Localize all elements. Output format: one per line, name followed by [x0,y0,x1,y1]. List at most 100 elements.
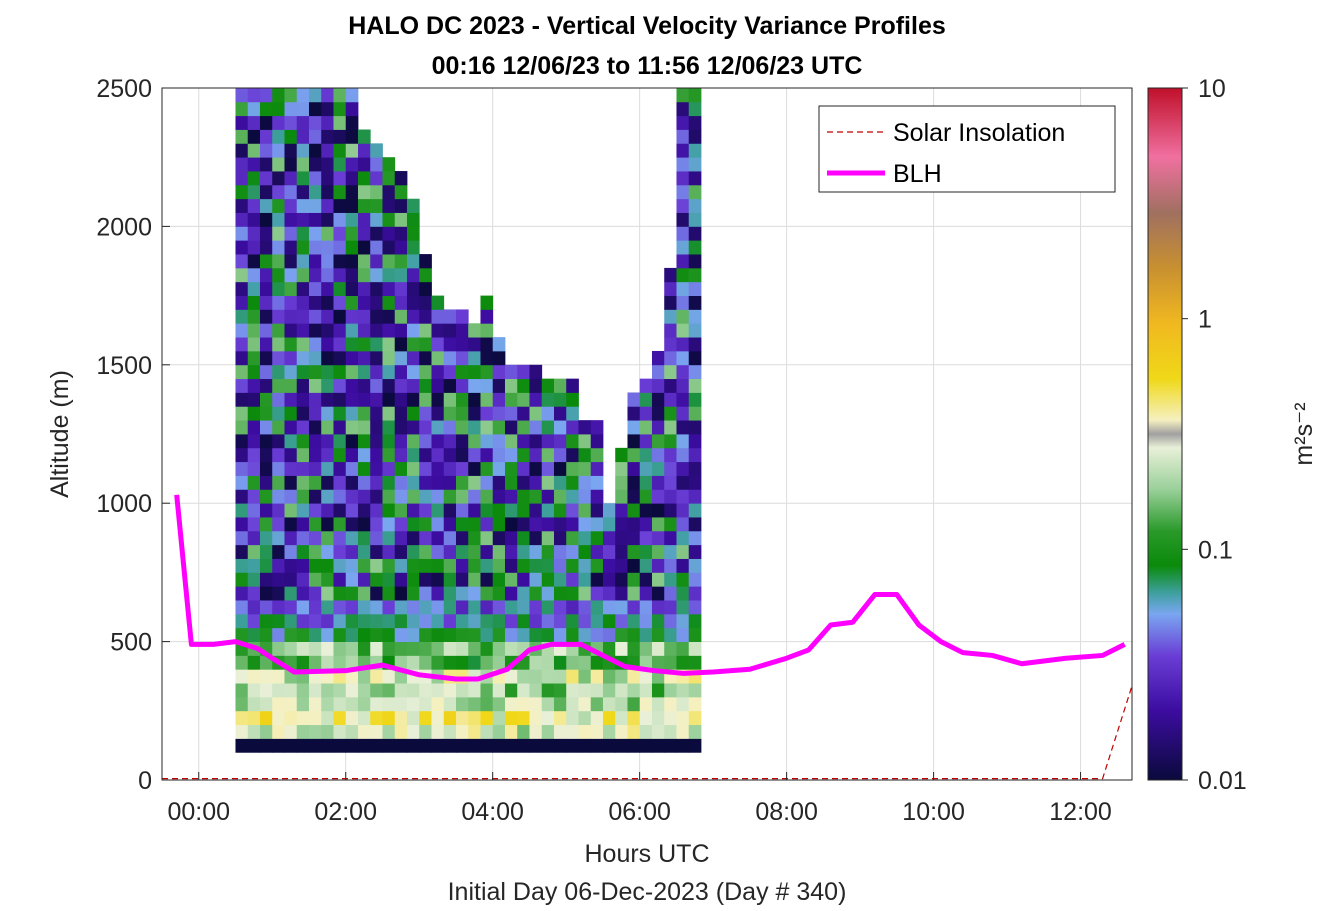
heatmap-cell [235,267,249,283]
heatmap-cell [492,530,506,546]
heatmap-cell [504,475,518,490]
heatmap-cell [296,434,310,449]
heatmap-cell [345,101,359,117]
heatmap-cell [308,489,322,504]
heatmap-cell [333,420,347,435]
heatmap-cell [235,738,249,753]
heatmap-cell [639,475,653,490]
heatmap-cell [639,613,653,629]
heatmap-cell [394,434,408,449]
heatmap-cell [553,627,567,642]
heatmap-cell [284,392,298,407]
heatmap-cell [394,683,408,698]
heatmap-cell [419,613,432,629]
heatmap-cell [492,350,506,366]
heatmap-cell [688,613,702,629]
heatmap-cell [370,240,383,255]
heatmap-cell [357,184,371,200]
heatmap-cell [455,738,469,753]
heatmap-cell [615,489,628,504]
heatmap-cell [541,447,555,463]
heatmap-cell [284,101,298,117]
heatmap-cell [235,240,249,255]
heatmap-cell [688,586,702,601]
heatmap-cell [296,724,310,739]
heatmap-cell [578,475,592,490]
heatmap-cell [651,641,665,656]
heatmap-cell [676,88,690,103]
heatmap-cell [553,655,567,670]
heatmap-cell [370,613,383,629]
heatmap-cell [688,240,702,255]
heatmap-cell [296,489,310,504]
heatmap-cell [504,710,518,726]
heatmap-cell [333,447,347,463]
heatmap-cell [357,309,371,324]
heatmap-cell [627,669,641,684]
heatmap-cell [406,627,420,642]
heatmap-cell [431,378,445,393]
heatmap-cell [370,171,383,186]
heatmap-cell [406,254,420,269]
heatmap-cell [553,475,567,490]
heatmap-cell [235,447,249,463]
heatmap-cell [333,240,347,255]
heatmap-cell [259,240,273,255]
heatmap-cell [308,364,322,380]
heatmap-cell [468,710,481,726]
heatmap-cell [272,254,285,269]
legend-box [818,105,1116,193]
heatmap-cell [468,489,481,504]
heatmap-cell [504,378,518,393]
heatmap-cell [688,558,702,573]
y-tick-label: 2000 [96,213,152,241]
heatmap-cell [382,461,396,476]
heatmap-cell [272,364,285,380]
heatmap-cell [553,517,567,532]
plot-frame [161,87,1133,781]
heatmap-cell [578,461,592,476]
heatmap-cell [602,683,616,698]
heatmap-cell [247,309,261,324]
heatmap-cell [468,337,481,352]
heatmap-cell [345,392,359,407]
heatmap-cell [639,378,653,393]
heatmap-cell [235,88,249,103]
heatmap-cell [455,683,469,698]
heatmap-cell [259,710,273,726]
heatmap-cell [345,558,359,573]
heatmap-cell [370,517,383,532]
heatmap-cell [492,544,506,559]
heatmap-cell [676,184,690,200]
heatmap-cell [235,309,249,324]
heatmap-cell [651,489,665,504]
heatmap-cell [419,323,432,338]
heatmap-cell [566,503,579,518]
heatmap-cell [455,530,469,546]
heatmap-cell [357,558,371,573]
heatmap-cell [345,738,359,753]
heatmap-cell [296,530,310,546]
heatmap-cell [272,295,285,310]
heatmap-cell [615,641,628,656]
heatmap-cell [688,447,702,463]
heatmap-cell [259,88,273,103]
heatmap-cell [431,420,445,435]
heatmap-cell [443,434,457,449]
heatmap-cell [284,323,298,338]
heatmap-cell [296,475,310,490]
heatmap-cell [529,600,543,615]
heatmap-cell [296,392,310,407]
heatmap-cell [247,281,261,296]
heatmap-cell [541,420,555,435]
heatmap-cell [590,447,604,463]
heatmap-cell [308,710,322,726]
heatmap-cell [247,129,261,144]
heatmap-cell [370,420,383,435]
heatmap-cell [639,572,653,587]
heatmap-cell [284,212,298,227]
heatmap-cell [321,406,334,421]
heatmap-cell [627,600,641,615]
heatmap-cell [443,600,457,615]
heatmap-cell [492,738,506,753]
